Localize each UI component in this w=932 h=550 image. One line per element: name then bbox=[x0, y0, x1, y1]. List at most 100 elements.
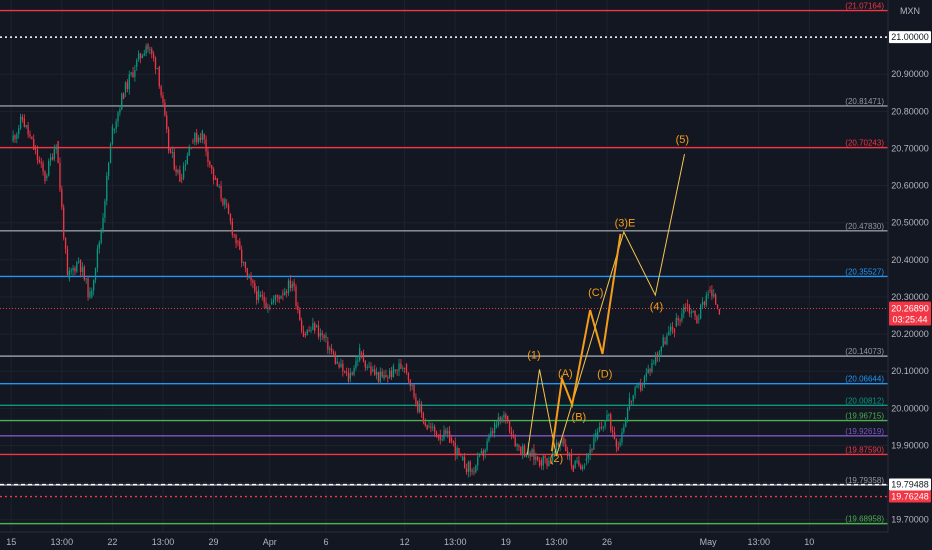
candle-body bbox=[411, 384, 413, 387]
candle-body bbox=[18, 128, 20, 134]
candle-body bbox=[538, 460, 541, 466]
time-axis[interactable]: 15 13:00 22 13:00 29 Apr 6 12 13:00 19 13:00 26 May 1… bbox=[6, 537, 814, 547]
candle-body bbox=[690, 312, 692, 314]
candle-body bbox=[96, 248, 99, 268]
candle-body bbox=[568, 454, 571, 457]
candle-body bbox=[716, 304, 719, 309]
candle-body bbox=[122, 93, 125, 99]
candle-body bbox=[70, 270, 72, 272]
candle-body bbox=[535, 456, 537, 460]
time-tick-label: May bbox=[700, 537, 718, 547]
price-level-badge-label: 21.00000 bbox=[891, 32, 929, 42]
candle-body bbox=[342, 363, 344, 372]
candle-body bbox=[679, 320, 681, 322]
candle-body bbox=[334, 354, 336, 364]
time-axis-panel[interactable] bbox=[0, 532, 932, 550]
candle-body bbox=[662, 337, 664, 347]
candle-body bbox=[126, 82, 129, 90]
candle-body bbox=[430, 426, 432, 428]
price-tick-label: 20.60000 bbox=[891, 181, 929, 191]
wave-projection-path[interactable] bbox=[526, 153, 685, 457]
candle-body bbox=[615, 439, 618, 447]
candle-body bbox=[158, 66, 160, 87]
candle-body bbox=[145, 46, 147, 54]
candle-body bbox=[566, 451, 569, 457]
candle-body bbox=[544, 456, 546, 459]
candle-body bbox=[435, 431, 438, 438]
candle-body bbox=[501, 417, 503, 422]
price-level-label: (19.96715) bbox=[845, 412, 884, 421]
candle-body bbox=[445, 430, 447, 434]
price-tick-label: 20.50000 bbox=[891, 218, 929, 228]
candle-body bbox=[194, 133, 196, 142]
price-level-label: (20.06644) bbox=[845, 375, 884, 384]
candle-body bbox=[540, 460, 543, 466]
candle-body bbox=[257, 290, 260, 300]
candle-body bbox=[394, 369, 396, 372]
candle-body bbox=[462, 456, 464, 461]
candles bbox=[12, 42, 721, 478]
countdown-label: 03:25:44 bbox=[892, 315, 927, 325]
candle-body bbox=[175, 169, 177, 173]
candle-body bbox=[143, 53, 145, 56]
candle-body bbox=[100, 231, 102, 243]
candle-body bbox=[478, 453, 481, 457]
candle-body bbox=[21, 116, 24, 120]
candle-body bbox=[49, 157, 52, 161]
price-axis-panel[interactable] bbox=[888, 0, 932, 532]
candle-body bbox=[340, 363, 342, 368]
candle-body bbox=[270, 302, 273, 305]
candle-body bbox=[417, 400, 419, 412]
candle-body bbox=[389, 370, 391, 378]
time-tick-label: 13:00 bbox=[51, 537, 74, 547]
candle-body bbox=[287, 280, 290, 293]
candle-body bbox=[74, 267, 76, 272]
candle-body bbox=[670, 326, 672, 332]
last-price-badge bbox=[889, 301, 931, 326]
time-tick-label: 15 bbox=[6, 537, 16, 547]
candle-body bbox=[405, 363, 408, 373]
candle-body bbox=[578, 460, 580, 466]
candle-body bbox=[72, 267, 74, 271]
candle-body bbox=[610, 414, 612, 431]
candle-body bbox=[480, 450, 483, 454]
candle-body bbox=[463, 456, 466, 469]
candle-body bbox=[565, 444, 567, 452]
candle-body bbox=[132, 72, 134, 77]
candle-body bbox=[44, 171, 46, 182]
candle-body bbox=[351, 372, 353, 375]
candle-body bbox=[469, 461, 471, 472]
candle-body bbox=[284, 291, 286, 296]
wave-structure-path[interactable] bbox=[550, 233, 622, 452]
grid-lines bbox=[0, 0, 888, 532]
candle-body bbox=[619, 442, 621, 446]
candle-body bbox=[718, 308, 721, 315]
candle-body bbox=[529, 452, 531, 457]
candle-body bbox=[317, 325, 320, 337]
candle-body bbox=[299, 310, 301, 321]
candle-body bbox=[94, 267, 97, 281]
candle-body bbox=[315, 325, 318, 327]
price-level-label: (20.47830) bbox=[845, 222, 884, 231]
candle-body bbox=[362, 352, 365, 362]
candle-body bbox=[214, 178, 217, 180]
candle-body bbox=[53, 149, 55, 160]
candle-body bbox=[46, 175, 48, 179]
candle-body bbox=[78, 261, 80, 263]
candle-body bbox=[113, 128, 115, 130]
wave-label: (2) bbox=[550, 453, 563, 465]
candle-body bbox=[115, 121, 117, 129]
candle-body bbox=[418, 403, 421, 412]
candle-body bbox=[385, 375, 387, 378]
candle-body bbox=[61, 189, 63, 208]
candle-body bbox=[671, 326, 674, 329]
candle-body bbox=[505, 414, 507, 420]
candle-body bbox=[300, 320, 303, 332]
candle-body bbox=[696, 316, 698, 324]
candle-body bbox=[272, 299, 275, 303]
candle-body bbox=[244, 262, 247, 269]
elliott-wave-drawing[interactable]: (1) (2) (A) (B) (C) (D) (3)E (4) (5) bbox=[526, 134, 689, 465]
candle-body bbox=[124, 82, 127, 93]
